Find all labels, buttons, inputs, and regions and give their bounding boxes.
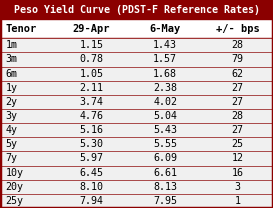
Text: 27: 27 (232, 125, 244, 135)
Text: 27: 27 (232, 97, 244, 107)
Text: 27: 27 (232, 83, 244, 93)
Bar (0, 109, 273, 123)
Text: 6.09: 6.09 (153, 154, 177, 163)
Text: Peso Yield Curve (PDST-F Reference Rates): Peso Yield Curve (PDST-F Reference Rates… (13, 5, 260, 15)
Bar (0, 67, 273, 81)
Bar (0, 194, 273, 208)
Text: 3: 3 (235, 182, 241, 192)
Text: 2.11: 2.11 (79, 83, 103, 93)
Text: 1.05: 1.05 (79, 69, 103, 79)
Text: 16: 16 (232, 168, 244, 178)
Text: 3m: 3m (5, 54, 17, 64)
Bar (0, 137, 273, 151)
Text: 3y: 3y (5, 111, 17, 121)
Bar (0, 180, 273, 194)
Text: 2y: 2y (5, 97, 17, 107)
Text: 1y: 1y (5, 83, 17, 93)
Bar (0, 95, 273, 109)
Bar (0, 166, 273, 180)
Text: 5.30: 5.30 (79, 139, 103, 149)
Text: 1.43: 1.43 (153, 40, 177, 50)
Text: 5.04: 5.04 (153, 111, 177, 121)
Text: 1.68: 1.68 (153, 69, 177, 79)
Text: 25y: 25y (5, 196, 23, 206)
Text: 3.74: 3.74 (79, 97, 103, 107)
Text: 79: 79 (232, 54, 244, 64)
Text: 1m: 1m (5, 40, 17, 50)
Text: 6m: 6m (5, 69, 17, 79)
Text: 6.45: 6.45 (79, 168, 103, 178)
Bar (0, 123, 273, 137)
Text: 12: 12 (232, 154, 244, 163)
Bar (0, 151, 273, 166)
Text: 25: 25 (232, 139, 244, 149)
Text: 2.38: 2.38 (153, 83, 177, 93)
Bar (0, 52, 273, 67)
Text: 7y: 7y (5, 154, 17, 163)
Text: 7.94: 7.94 (79, 196, 103, 206)
Text: 28: 28 (232, 40, 244, 50)
Bar (0, 81, 273, 95)
Bar (0, 19, 273, 38)
Text: 8.10: 8.10 (79, 182, 103, 192)
Text: 1.57: 1.57 (153, 54, 177, 64)
Text: 5.55: 5.55 (153, 139, 177, 149)
Text: 5.43: 5.43 (153, 125, 177, 135)
Text: 5y: 5y (5, 139, 17, 149)
Bar (0, 38, 273, 52)
Text: 1: 1 (235, 196, 241, 206)
Text: Tenor: Tenor (5, 24, 37, 34)
Text: +/- bps: +/- bps (216, 24, 259, 34)
Text: 5.97: 5.97 (79, 154, 103, 163)
Text: 6-May: 6-May (150, 24, 181, 34)
Text: 4.02: 4.02 (153, 97, 177, 107)
Text: 1.15: 1.15 (79, 40, 103, 50)
Text: 10y: 10y (5, 168, 23, 178)
Text: 29-Apr: 29-Apr (73, 24, 110, 34)
Text: 5.16: 5.16 (79, 125, 103, 135)
Text: 4y: 4y (5, 125, 17, 135)
Text: 4.76: 4.76 (79, 111, 103, 121)
Text: 8.13: 8.13 (153, 182, 177, 192)
Text: 6.61: 6.61 (153, 168, 177, 178)
Text: 28: 28 (232, 111, 244, 121)
Text: 62: 62 (232, 69, 244, 79)
Text: 7.95: 7.95 (153, 196, 177, 206)
Text: 20y: 20y (5, 182, 23, 192)
Bar (0, 0, 273, 19)
Text: 0.78: 0.78 (79, 54, 103, 64)
